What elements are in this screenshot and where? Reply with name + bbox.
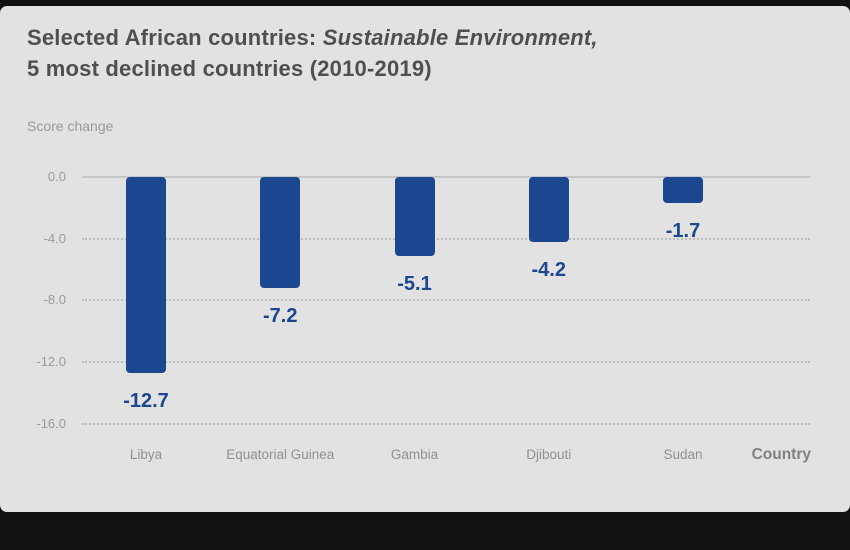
chart-title-line2: 5 most declined countries (2010-2019) — [27, 56, 432, 81]
x-tick-label: Djibouti — [526, 447, 572, 462]
chart-title-text: Selected African countries: — [27, 25, 323, 50]
y-tick-label: -4.0 — [43, 230, 66, 246]
y-axis-label: Score change — [27, 118, 114, 134]
gridline — [82, 299, 810, 302]
y-tick-label: 0.0 — [47, 169, 66, 184]
bar-gambia — [394, 177, 435, 256]
zero-gridline — [82, 176, 810, 178]
y-tick-label: -8.0 — [43, 292, 66, 308]
bar-value-label: -1.7 — [665, 220, 701, 242]
bar-libya — [126, 177, 166, 373]
bar-value-label: -4.2 — [531, 259, 566, 281]
chart-title-italic: Sustainable Environment, — [322, 25, 598, 50]
gridline — [82, 237, 810, 240]
y-tick-label: -16.0 — [36, 415, 66, 431]
gridline — [82, 422, 810, 425]
bar-value-label: -7.2 — [263, 305, 298, 327]
bar-value-label: -12.7 — [123, 390, 169, 412]
x-tick-label: Libya — [129, 447, 163, 462]
y-tick-label: -12.0 — [36, 354, 66, 370]
x-axis-label: Country — [751, 446, 811, 463]
chart-title: Selected African countries: Sustainable … — [27, 22, 598, 84]
bar-value-label: -5.1 — [397, 273, 432, 295]
bar-sudan — [663, 177, 703, 203]
bar-djibouti — [528, 177, 569, 242]
x-tick-label: Gambia — [390, 447, 439, 462]
gridline — [82, 361, 810, 364]
bar-equatorial-guinea — [260, 177, 301, 288]
x-tick-label: Equatorial Guinea — [226, 447, 335, 462]
x-tick-label: Sudan — [663, 447, 703, 462]
